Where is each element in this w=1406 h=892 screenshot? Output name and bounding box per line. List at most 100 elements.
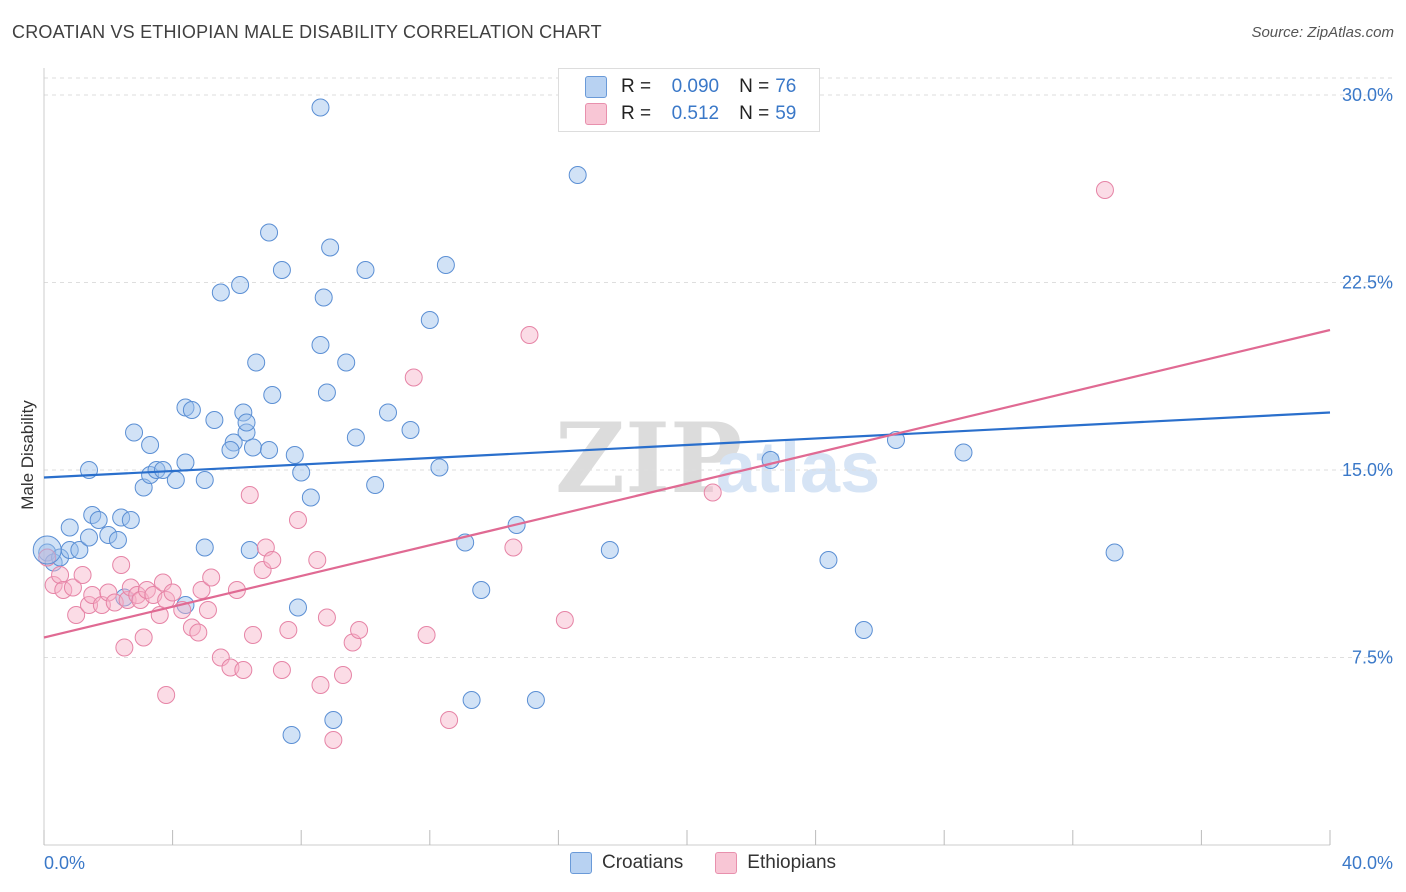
ethiopian-point [404, 368, 423, 387]
ethiopian-point [128, 586, 147, 604]
legend-n-label: N = [739, 103, 770, 124]
croatian-point [436, 256, 455, 274]
croatian-point [401, 421, 420, 439]
legend-n-value: 76 [775, 76, 797, 97]
x-tick-label: 0.0% [44, 853, 85, 873]
croatian-point [195, 471, 214, 489]
y-tick-label: 15.0% [1342, 460, 1393, 480]
ethiopian-point [67, 606, 86, 624]
ethiopians-trend-line [43, 328, 1331, 639]
ethiopian-point [324, 731, 343, 749]
croatian-point [600, 541, 619, 559]
ethiopian-point [73, 566, 92, 584]
croatian-point [60, 518, 79, 537]
ethiopian-point [157, 686, 176, 704]
croatian-point [317, 383, 336, 402]
ethiopian-point [63, 578, 82, 597]
croatian-point [147, 461, 166, 479]
x-tick-label: 40.0% [1342, 853, 1393, 873]
croatian-point [366, 476, 385, 494]
ethiopian-point [99, 583, 118, 602]
ethiopian-point [253, 561, 272, 579]
croatian-point [240, 541, 259, 559]
legend-r-value: 0.512 [671, 103, 720, 124]
croatian-point [166, 471, 185, 489]
legend-n-label: N = [739, 76, 770, 97]
legend-label-croatians: Croatians [601, 852, 684, 873]
ethiopian-point [243, 626, 262, 644]
croatian-point [195, 538, 214, 557]
ethiopian-point [520, 326, 539, 344]
croatian-point [954, 443, 973, 462]
croatian-point [32, 535, 62, 565]
croatian-point [819, 551, 838, 569]
croatian-point [237, 413, 256, 432]
y-tick-label: 30.0% [1342, 85, 1393, 105]
croatian-point [462, 691, 481, 709]
croatian-point [260, 441, 279, 459]
ethiopians-swatch [715, 852, 738, 874]
source-label: Source: ZipAtlas.com [1251, 24, 1394, 41]
ethiopian-point [163, 583, 182, 602]
croatian-point [221, 441, 240, 459]
croatian-point [260, 223, 279, 242]
ethiopian-point [417, 626, 436, 644]
ethiopian-point [112, 556, 131, 574]
legend-r-label: R = [621, 103, 652, 124]
ethiopian-point [121, 578, 140, 597]
ethiopian-point [555, 611, 574, 629]
ethiopian-point [202, 568, 221, 587]
croatian-point [292, 463, 311, 482]
croatian-point [288, 598, 307, 617]
chart-title: CROATIAN VS ETHIOPIAN MALE DISABILITY CO… [12, 22, 602, 42]
series-legend: Croatians Ethiopians [0, 852, 1406, 874]
croatian-point [108, 531, 127, 549]
croatian-point [51, 548, 70, 567]
ethiopian-point [1095, 181, 1114, 199]
croatian-point [205, 411, 224, 429]
croatian-point [854, 621, 873, 639]
croatian-point [526, 691, 545, 709]
ethiopian-point [240, 486, 259, 504]
croatian-point [89, 511, 108, 529]
croatian-point [282, 726, 301, 744]
ethiopian-point [83, 586, 102, 604]
croatian-point [176, 453, 195, 472]
croatian-point [472, 581, 491, 599]
croatian-point [311, 336, 330, 354]
croatian-point [121, 511, 140, 529]
ethiopian-point [44, 576, 63, 594]
legend-item-ethiopians: Ethiopians [715, 852, 836, 874]
ethiopian-point [38, 548, 57, 567]
croatian-point [243, 438, 262, 457]
ethiopian-point [198, 601, 217, 619]
croatian-point [231, 276, 250, 294]
croatian-point [80, 528, 99, 547]
y-tick-label: 22.5% [1342, 273, 1393, 293]
croatian-point [301, 488, 320, 507]
croatian-point [430, 458, 449, 477]
croatian-point [141, 436, 160, 454]
croatian-point [263, 386, 282, 404]
croatians-swatch [585, 76, 607, 98]
croatians-trend-line [43, 411, 1331, 479]
y-tick-label: 7.5% [1352, 648, 1393, 668]
ethiopian-point [288, 511, 307, 529]
ethiopians-swatch [585, 103, 607, 125]
ethiopian-point [279, 621, 298, 639]
ethiopian-point [317, 608, 336, 627]
ethiopian-point [211, 648, 230, 667]
correlation-legend: R = 0.090 N = 76 R = 0.512 N = 59 [558, 68, 820, 132]
croatian-point [237, 423, 256, 442]
croatian-point [337, 353, 356, 372]
ethiopian-point [234, 661, 253, 679]
croatian-point [311, 98, 330, 117]
croatian-point [211, 283, 230, 302]
ethiopian-point [272, 661, 291, 679]
croatian-point [324, 711, 343, 729]
croatian-point [346, 428, 365, 447]
croatian-point [247, 353, 266, 372]
legend-item-croatians: Croatians [569, 852, 684, 874]
croatian-point [70, 541, 89, 559]
croatian-point [420, 311, 439, 329]
